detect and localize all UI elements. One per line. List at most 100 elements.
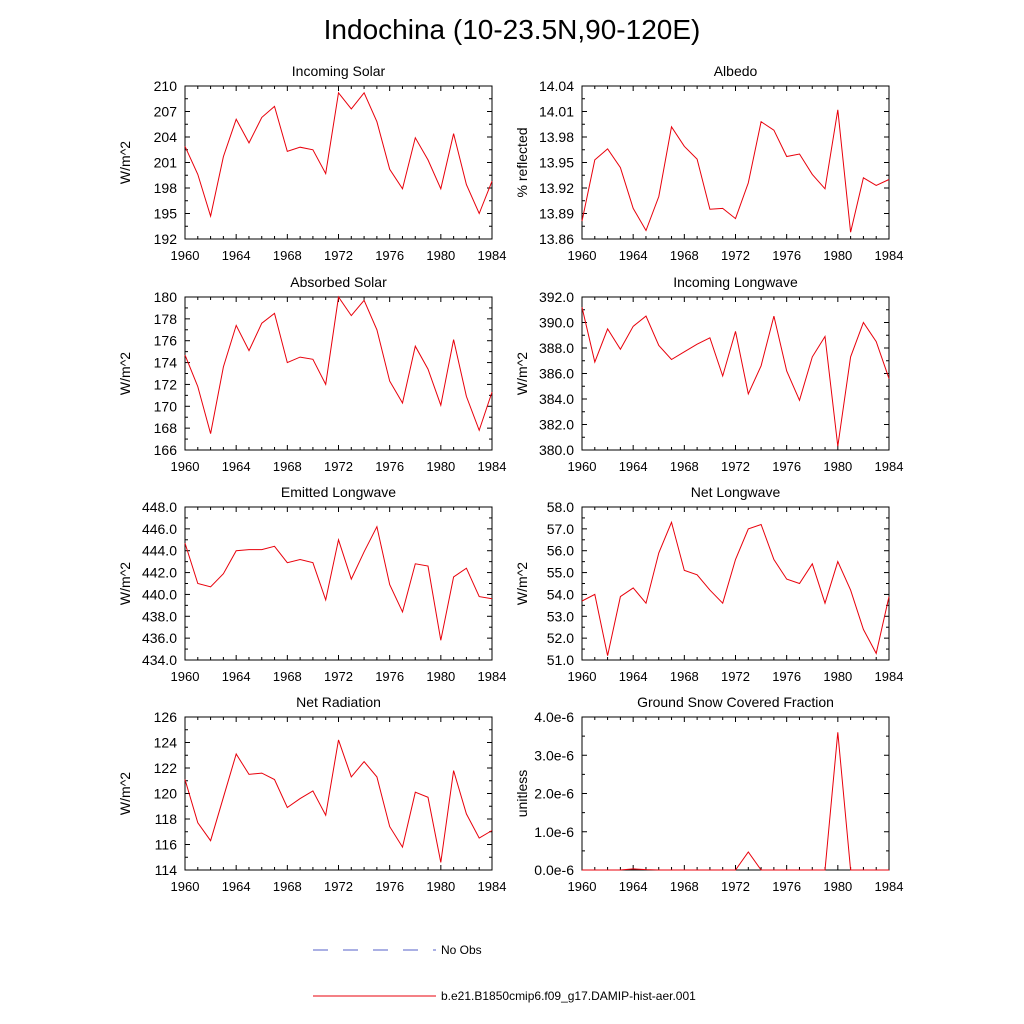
plot-frame (581, 716, 890, 871)
x-tick-label: 1960 (171, 669, 200, 684)
x-tick-label: 1984 (478, 879, 507, 894)
y-tick-label: 380.0 (539, 442, 574, 458)
x-tick-label: 1972 (324, 459, 353, 474)
x-tick-label: 1984 (478, 248, 507, 263)
series-line (184, 295, 493, 434)
series-line (581, 307, 890, 447)
y-tick-label: 198 (154, 180, 178, 196)
panel-title: Absorbed Solar (290, 274, 387, 290)
plot-frame (184, 85, 493, 240)
y-tick-label: 390.0 (539, 315, 574, 331)
x-tick-label: 1980 (823, 248, 852, 263)
series-line (184, 739, 493, 863)
y-axis-label: W/m^2 (117, 352, 133, 395)
x-tick-label: 1980 (426, 248, 455, 263)
panel-title: Emitted Longwave (281, 484, 396, 500)
plot-frame (184, 506, 493, 661)
y-tick-label: 51.0 (547, 652, 574, 668)
x-tick-label: 1984 (875, 669, 904, 684)
y-tick-label: 172 (154, 376, 178, 392)
x-tick-label: 1972 (721, 248, 750, 263)
chart-panel-6: Net Radiation W/m^2 1960 1964 1968 1972 1976 19… (117, 694, 506, 894)
y-tick-label: 13.92 (539, 180, 574, 196)
y-tick-label: 120 (154, 786, 178, 802)
panel-title: Ground Snow Covered Fraction (637, 694, 834, 710)
x-tick-label: 1976 (375, 459, 404, 474)
x-tick-label: 1980 (426, 669, 455, 684)
y-tick-label: 58.0 (547, 499, 574, 515)
x-tick-label: 1960 (568, 879, 597, 894)
x-tick-label: 1980 (823, 879, 852, 894)
y-tick-label: 13.95 (539, 155, 574, 171)
x-tick-label: 1972 (721, 459, 750, 474)
plot-frame (184, 296, 493, 451)
series-line (581, 520, 890, 656)
x-tick-label: 1976 (772, 879, 801, 894)
x-tick-label: 1972 (324, 669, 353, 684)
x-tick-label: 1964 (222, 879, 251, 894)
x-tick-label: 1968 (670, 459, 699, 474)
y-tick-label: 207 (154, 104, 178, 120)
y-tick-label: 204 (154, 129, 178, 145)
y-tick-label: 166 (154, 442, 178, 458)
y-tick-label: 56.0 (547, 543, 574, 559)
x-tick-label: 1976 (772, 669, 801, 684)
series-line (581, 109, 890, 233)
x-tick-label: 1984 (478, 459, 507, 474)
y-tick-label: 13.89 (539, 206, 574, 222)
panel-title: Net Radiation (296, 694, 381, 710)
x-tick-label: 1964 (222, 248, 251, 263)
x-tick-label: 1964 (619, 669, 648, 684)
y-tick-label: 57.0 (547, 521, 574, 537)
x-tick-label: 1976 (772, 248, 801, 263)
x-tick-label: 1972 (324, 248, 353, 263)
panel-title: Incoming Solar (292, 63, 386, 79)
x-tick-label: 1960 (568, 248, 597, 263)
panel-title: Incoming Longwave (673, 274, 798, 290)
y-tick-label: 3.0e-6 (534, 747, 574, 763)
y-tick-label: 384.0 (539, 391, 574, 407)
x-tick-label: 1984 (875, 879, 904, 894)
x-tick-label: 1972 (324, 879, 353, 894)
y-tick-label: 382.0 (539, 417, 574, 433)
x-tick-label: 1964 (222, 459, 251, 474)
x-tick-label: 1984 (875, 248, 904, 263)
y-tick-label: 180 (154, 289, 178, 305)
chart-panel-7: Ground Snow Covered Fraction unitless 1960… (514, 694, 903, 894)
x-tick-label: 1960 (568, 459, 597, 474)
x-tick-label: 1968 (273, 459, 302, 474)
y-tick-label: 1.0e-6 (534, 824, 574, 840)
x-tick-label: 1980 (426, 459, 455, 474)
series-line (582, 732, 889, 871)
chart-panel-3: Incoming Longwave W/m^2 1960 1964 1968 1972 19… (514, 274, 903, 474)
y-tick-label: 210 (154, 78, 178, 94)
y-tick-label: 13.98 (539, 129, 574, 145)
x-tick-label: 1968 (273, 669, 302, 684)
y-tick-label: 386.0 (539, 366, 574, 382)
y-tick-label: 168 (154, 420, 178, 436)
y-tick-label: 13.86 (539, 231, 574, 247)
plot-frame (581, 296, 890, 451)
y-tick-label: 116 (155, 837, 178, 853)
series-line (184, 91, 493, 219)
x-tick-label: 1968 (273, 879, 302, 894)
y-tick-label: 440.0 (142, 586, 177, 602)
y-tick-label: 392.0 (539, 289, 574, 305)
y-tick-label: 124 (154, 735, 178, 751)
y-axis-label: W/m^2 (117, 562, 133, 605)
x-tick-label: 1972 (721, 669, 750, 684)
y-axis-label: unitless (514, 770, 530, 817)
y-tick-label: 126 (154, 709, 178, 725)
y-tick-label: 122 (154, 760, 178, 776)
x-tick-label: 1968 (670, 879, 699, 894)
figure-title: Indochina (10-23.5N,90-120E) (323, 14, 701, 45)
y-tick-label: 52.0 (547, 630, 574, 646)
y-tick-label: 192 (154, 231, 178, 247)
y-tick-label: 176 (154, 333, 178, 349)
y-tick-label: 434.0 (142, 652, 177, 668)
y-tick-label: 4.0e-6 (534, 709, 574, 725)
y-tick-label: 201 (154, 155, 178, 171)
x-tick-label: 1980 (823, 669, 852, 684)
y-tick-label: 444.0 (142, 543, 177, 559)
